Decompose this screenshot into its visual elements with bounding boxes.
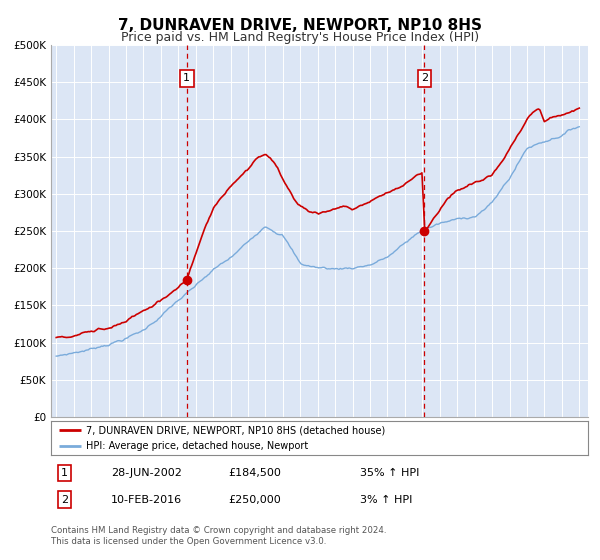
Text: Contains HM Land Registry data © Crown copyright and database right 2024.
This d: Contains HM Land Registry data © Crown c… bbox=[51, 526, 386, 546]
Text: 3% ↑ HPI: 3% ↑ HPI bbox=[360, 494, 412, 505]
Text: 28-JUN-2002: 28-JUN-2002 bbox=[111, 468, 182, 478]
Text: £184,500: £184,500 bbox=[228, 468, 281, 478]
Text: 35% ↑ HPI: 35% ↑ HPI bbox=[360, 468, 419, 478]
Text: 2: 2 bbox=[421, 73, 428, 83]
Text: 10-FEB-2016: 10-FEB-2016 bbox=[111, 494, 182, 505]
Text: 7, DUNRAVEN DRIVE, NEWPORT, NP10 8HS: 7, DUNRAVEN DRIVE, NEWPORT, NP10 8HS bbox=[118, 18, 482, 33]
Text: 1: 1 bbox=[61, 468, 68, 478]
Text: Price paid vs. HM Land Registry's House Price Index (HPI): Price paid vs. HM Land Registry's House … bbox=[121, 31, 479, 44]
Text: 2: 2 bbox=[61, 494, 68, 505]
Text: £250,000: £250,000 bbox=[228, 494, 281, 505]
Text: HPI: Average price, detached house, Newport: HPI: Average price, detached house, Newp… bbox=[86, 441, 308, 451]
Text: 7, DUNRAVEN DRIVE, NEWPORT, NP10 8HS (detached house): 7, DUNRAVEN DRIVE, NEWPORT, NP10 8HS (de… bbox=[86, 425, 385, 435]
Text: 1: 1 bbox=[184, 73, 190, 83]
